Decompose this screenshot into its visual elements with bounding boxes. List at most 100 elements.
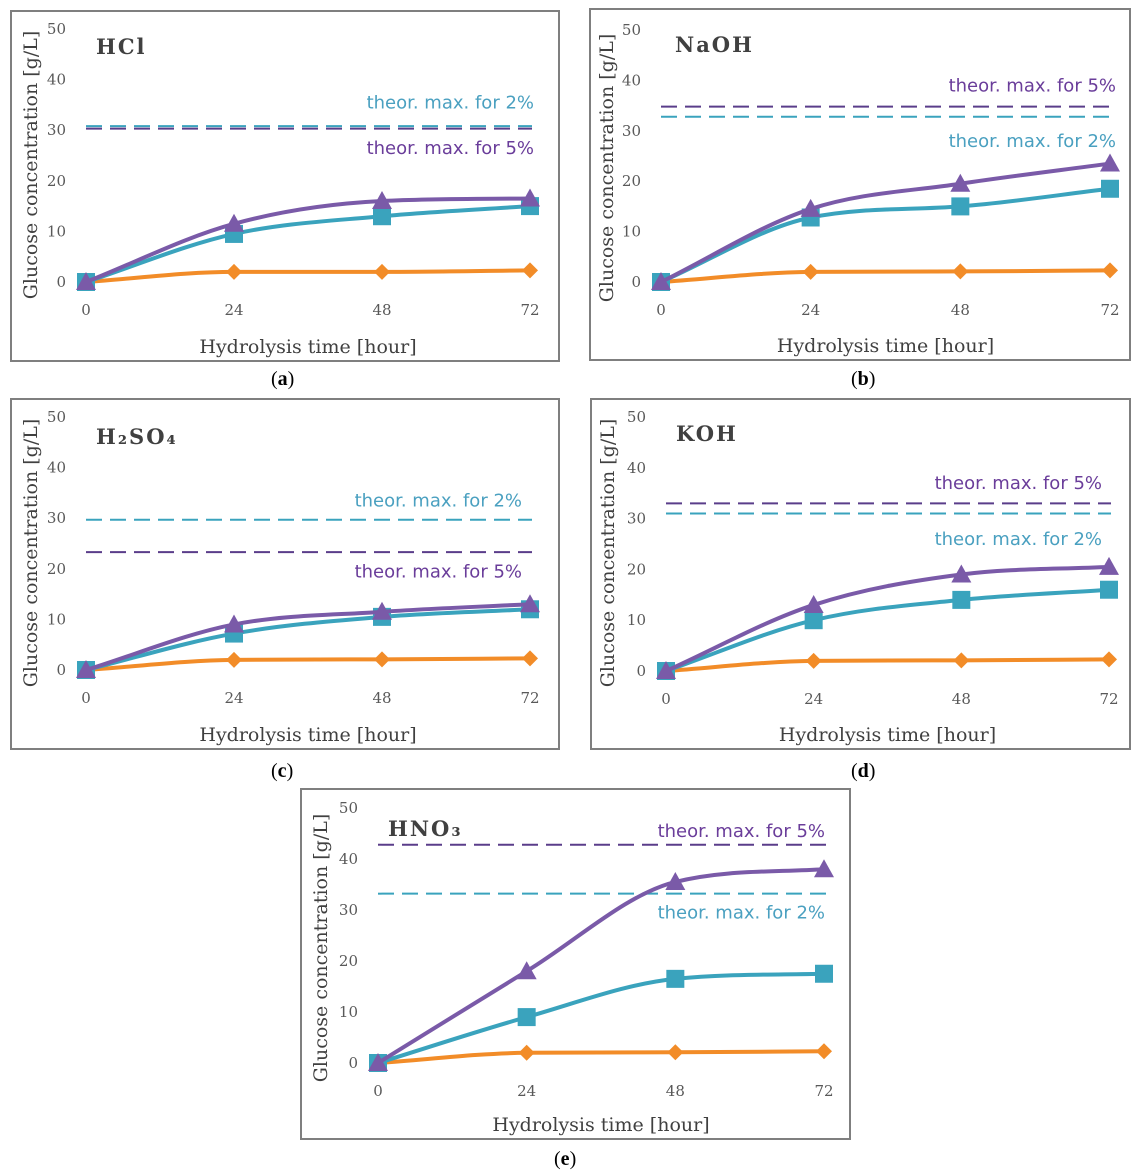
- x-tick-label: 72: [1099, 690, 1118, 708]
- x-tick-label: 48: [666, 1082, 685, 1100]
- series-line-square: [376, 971, 826, 1065]
- data-point-square: [951, 197, 970, 216]
- y-tick-label: 40: [622, 71, 641, 89]
- panel-label-d: (d): [851, 760, 876, 782]
- data-point-triangle: [372, 191, 392, 210]
- data-point-triangle: [520, 188, 540, 207]
- y-tick-label: 20: [339, 952, 358, 970]
- y-tick-label: 30: [47, 121, 66, 139]
- x-tick-label: 0: [373, 1082, 383, 1100]
- panel-label-c: (c): [271, 760, 294, 782]
- data-point-triangle: [800, 198, 821, 217]
- y-tick-label: 40: [339, 850, 358, 868]
- data-point-triangle: [803, 594, 824, 613]
- y-tick-label: 40: [627, 459, 646, 477]
- series-line-triangle: [84, 196, 532, 284]
- x-axis-label: Hydrolysis time [hour]: [199, 724, 416, 746]
- series-line-triangle: [659, 161, 1112, 284]
- y-tick-label: 30: [622, 122, 641, 140]
- chart-d: 0 10 20 30 40 50 0 24 48 72 Hydrolysis time [hour]…: [597, 408, 1119, 746]
- y-tick-label: 40: [47, 71, 66, 89]
- x-tick-label: 72: [814, 1082, 833, 1100]
- theoretical-max-annotation: theor. max. for 2%: [367, 92, 534, 113]
- y-axis-label: Glucose concentration [g/L]: [596, 34, 618, 303]
- data-point-diamond: [518, 1044, 535, 1061]
- y-tick-label: 20: [622, 172, 641, 190]
- data-point-triangle: [1100, 153, 1120, 172]
- y-tick-label: 20: [47, 560, 66, 578]
- theoretical-max-annotation: theor. max. for 5%: [658, 821, 825, 842]
- y-tick-label: 10: [47, 610, 66, 628]
- data-point-triangle: [76, 660, 96, 678]
- panel-a: 0 10 20 30 40 50 0 24 48 72 Hydrolysis time [hour]…: [10, 10, 560, 362]
- y-axis-label: Glucose concentration [g/L]: [597, 419, 619, 688]
- panel-title: NaOH: [675, 32, 754, 57]
- chart-b: 0 10 20 30 40 50 0 24 48 72 Hydrolysis time [hour]…: [596, 21, 1120, 357]
- series-line-diamond: [659, 268, 1112, 284]
- y-tick-label: 50: [339, 799, 358, 817]
- panel-c: 0 10 20 30 40 50 0 24 48 72 Hydrolysis time [hour]…: [10, 398, 560, 750]
- y-axis-label: Glucose concentration [g/L]: [20, 31, 42, 300]
- data-point-triangle: [656, 661, 676, 679]
- chart-e: 0 10 20 30 40 50 0 24 48 72 Hydrolysis time [hour]…: [310, 799, 834, 1136]
- y-tick-label: 0: [56, 661, 66, 679]
- data-point-square: [815, 964, 833, 983]
- data-point-triangle: [76, 272, 96, 290]
- data-point-square: [804, 611, 823, 630]
- x-tick-label: 0: [661, 690, 671, 708]
- data-point-triangle: [665, 871, 686, 890]
- y-tick-label: 50: [47, 20, 66, 38]
- x-tick-label: 24: [224, 689, 243, 707]
- y-tick-label: 0: [348, 1054, 358, 1072]
- panel-title: HCl: [96, 34, 147, 59]
- y-tick-label: 10: [622, 223, 641, 241]
- series-line-square: [659, 186, 1112, 284]
- data-point-square: [1100, 580, 1118, 599]
- data-point-diamond: [374, 651, 390, 668]
- x-tick-label: 24: [801, 301, 820, 319]
- panel-title: KOH: [676, 421, 738, 446]
- panel-label-b: (b): [851, 368, 876, 390]
- theoretical-max-annotation: theor. max. for 5%: [367, 138, 534, 159]
- series-line-square: [664, 587, 1111, 673]
- data-point-diamond: [374, 263, 390, 280]
- theoretical-max-annotation: theor. max. for 5%: [949, 75, 1116, 96]
- data-point-triangle: [516, 961, 537, 980]
- series-line-square: [84, 204, 532, 284]
- x-tick-label: 72: [520, 301, 539, 319]
- x-tick-label: 0: [81, 689, 91, 707]
- chart-a: 0 10 20 30 40 50 0 24 48 72 Hydrolysis time [hour]…: [20, 20, 540, 358]
- y-axis-label: Glucose concentration [g/L]: [310, 814, 332, 1083]
- panel-frame: [10, 10, 560, 362]
- data-point-triangle: [814, 859, 834, 878]
- series-line-triangle: [664, 564, 1111, 673]
- y-tick-label: 30: [627, 510, 646, 528]
- x-axis-label: Hydrolysis time [hour]: [492, 1114, 709, 1136]
- theoretical-max-annotation: theor. max. for 2%: [949, 131, 1116, 152]
- data-point-diamond: [522, 650, 538, 667]
- data-point-triangle: [224, 614, 244, 633]
- data-point-square: [373, 207, 391, 226]
- theoretical-max-annotation: theor. max. for 2%: [355, 490, 522, 511]
- data-point-square: [666, 969, 685, 988]
- panel-frame: [10, 398, 560, 750]
- data-point-diamond: [816, 1043, 832, 1060]
- panel-title: H₂SO₄: [96, 424, 178, 449]
- panel-frame: [590, 398, 1131, 750]
- data-point-diamond: [522, 262, 538, 279]
- series-line-square: [84, 607, 532, 672]
- y-tick-label: 20: [627, 560, 646, 578]
- x-tick-label: 72: [520, 689, 539, 707]
- x-tick-label: 72: [1100, 301, 1119, 319]
- data-point-diamond: [953, 652, 970, 669]
- y-tick-label: 10: [627, 611, 646, 629]
- chart-c: 0 10 20 30 40 50 0 24 48 72 Hydrolysis time [hour]…: [20, 408, 540, 746]
- data-point-diamond: [667, 1044, 684, 1061]
- y-tick-label: 0: [636, 662, 646, 680]
- theoretical-max-annotation: theor. max. for 5%: [935, 473, 1102, 494]
- data-point-triangle: [651, 272, 671, 290]
- data-point-triangle: [1099, 556, 1119, 575]
- x-tick-label: 24: [224, 301, 243, 319]
- data-point-triangle: [224, 213, 244, 232]
- data-point-triangle: [950, 173, 971, 192]
